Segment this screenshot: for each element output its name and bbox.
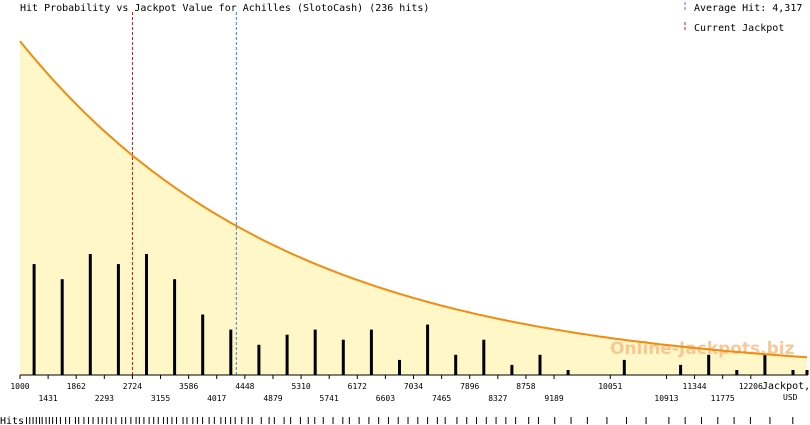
bar (88, 254, 92, 375)
x-tick-label: 4448 (235, 382, 254, 391)
bar (229, 329, 233, 375)
x-tick-label: 6603 (376, 394, 395, 403)
x-tick-label: 7896 (460, 382, 479, 391)
hits-label: Hits (0, 416, 24, 425)
x-tick-label: 12206 (739, 382, 763, 391)
x-tick-label: 10051 (598, 382, 622, 391)
bar (707, 354, 711, 375)
bar (116, 264, 120, 375)
bar (791, 370, 795, 375)
bar (566, 370, 570, 375)
bar (60, 279, 64, 375)
x-tick-label: 4017 (207, 394, 226, 403)
x-axis-label-line2: USD (783, 393, 798, 402)
x-tick-label: 6172 (348, 382, 367, 391)
bars (32, 254, 809, 376)
x-axis-label-line1: Jackpot, (762, 381, 810, 392)
bar (735, 370, 739, 375)
bar (313, 329, 317, 375)
x-tick-label: 1000 (10, 382, 29, 391)
x-tick-label: 11775 (711, 394, 735, 403)
hits-rug (26, 417, 794, 424)
x-tick-label: 3586 (179, 382, 198, 391)
legend-average-label: Average Hit: 4,317 (694, 3, 802, 14)
legend: Average Hit: 4,317 Current Jackpot (684, 2, 802, 34)
bar (201, 314, 205, 375)
x-tick-label: 9189 (544, 394, 563, 403)
bar (763, 354, 767, 375)
x-tick-label: 7465 (432, 394, 451, 403)
bar (622, 359, 626, 375)
bar (426, 324, 430, 375)
x-tick-label: 11344 (683, 382, 707, 391)
bar (482, 339, 486, 375)
bar (32, 264, 36, 375)
x-tick-label: 1431 (38, 394, 57, 403)
x-tick-label: 3155 (151, 394, 170, 403)
x-tick-label: 10913 (654, 394, 678, 403)
x-tick-label: 2293 (95, 394, 114, 403)
bar (679, 364, 683, 375)
legend-current-label: Current Jackpot (694, 23, 784, 34)
x-ticks: 1000 1862 2724 3586 4448 5310 6172 7034 7896 8758… (10, 375, 763, 403)
x-tick-label: 1862 (67, 382, 86, 391)
x-tick-label: 5310 (291, 382, 310, 391)
x-tick-label: 7034 (404, 382, 423, 391)
bar (145, 254, 148, 375)
bar (398, 359, 401, 375)
bar (805, 370, 809, 375)
x-tick-label: 4879 (263, 394, 282, 403)
bar (454, 354, 458, 375)
bar (173, 279, 177, 375)
bar (341, 339, 345, 375)
curve-area (20, 41, 807, 375)
bar (510, 364, 514, 375)
curve-line (19, 40, 808, 359)
x-tick-label: 2724 (123, 382, 142, 391)
bar (257, 344, 261, 376)
x-tick-label: 8327 (488, 394, 507, 403)
bar (538, 354, 542, 375)
bar (285, 334, 289, 375)
bar (369, 329, 373, 375)
x-tick-label: 5741 (320, 394, 339, 403)
chart-title: Hit Probability vs Jackpot Value for Ach… (20, 3, 429, 14)
x-tick-label: 8758 (516, 382, 535, 391)
